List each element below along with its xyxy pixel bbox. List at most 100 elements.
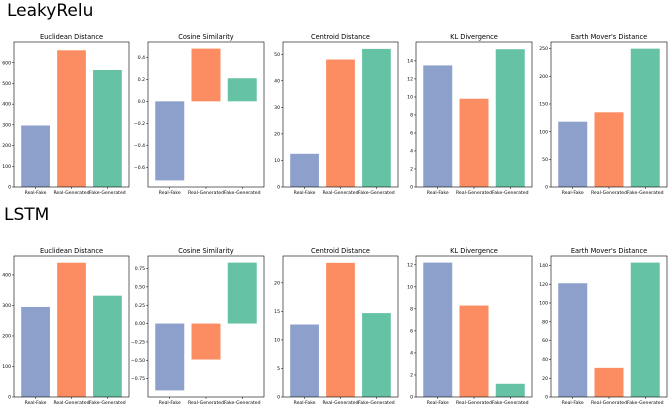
bar-real-fake: [423, 65, 453, 187]
bar-real-fake: [21, 306, 50, 397]
section-title-lstm: LSTM: [4, 205, 49, 225]
chart-title: Earth Mover's Distance: [571, 247, 647, 255]
chart-title: Cosine Similarity: [178, 33, 234, 41]
chart-title: Cosine Similarity: [178, 247, 234, 255]
chart-leakyrelu-centroid-distance: 0 10 20 30 40 50 Real-Fake Real-Generated Fake-G…: [274, 33, 399, 196]
x-tick-label: Fake-Generated: [224, 400, 261, 406]
y-tick-label: −0.75: [131, 376, 145, 382]
y-tick-label: 0: [277, 185, 280, 191]
bar-real-fake: [155, 323, 185, 391]
y-tick-label: 4: [410, 149, 413, 155]
y-tick-label: 0.0: [138, 99, 145, 105]
bar-fake-generated: [362, 48, 391, 188]
y-tick-label: 0: [410, 185, 413, 191]
bar-real-generated: [191, 48, 221, 102]
y-tick-label: −0.25: [131, 340, 145, 346]
bar-real-fake: [290, 324, 319, 397]
bar-real-fake: [155, 101, 185, 181]
x-tick-label: Real-Generated: [53, 400, 89, 406]
chart-lstm-kl-divergence: 0 2 4 6 8 10 12 Real-Fake Real-Generated Fake-Gen…: [407, 247, 533, 406]
chart-leakyrelu-euclidean-distance: 0 100 200 300 400 500 600 Real-Fake Real-Generat…: [2, 33, 130, 196]
x-tick-label: Fake-Generated: [224, 190, 261, 196]
y-tick-label: 5: [277, 366, 280, 372]
x-tick-label: Real-Fake: [25, 190, 47, 196]
x-tick-label: Real-Generated: [322, 190, 358, 196]
bar-fake-generated: [362, 313, 391, 397]
bar-real-fake: [423, 262, 453, 397]
y-tick-label: 20: [274, 131, 280, 137]
y-tick-label: 500: [2, 81, 11, 87]
chart-title: Earth Mover's Distance: [571, 33, 647, 41]
y-tick-label: 300: [2, 122, 11, 128]
chart-title: Centroid Distance: [311, 247, 370, 255]
chart-title: Euclidean Distance: [40, 247, 103, 255]
x-tick-label: Fake-Generated: [358, 400, 395, 406]
x-tick-label: Real-Generated: [188, 400, 224, 406]
bar-real-fake: [21, 125, 50, 187]
bar-real-fake: [558, 283, 588, 397]
bar-fake-generated: [227, 262, 257, 324]
bar-fake-generated: [93, 295, 122, 397]
y-tick-label: 10: [407, 95, 413, 101]
bar-real-generated: [57, 262, 86, 397]
y-tick-label: 2: [410, 373, 413, 379]
chart-lstm-earth-mover-s-distance: 0 20 40 60 80 100 120 140 Real-Fake Real-Generate…: [539, 247, 668, 406]
y-tick-label: 8: [410, 306, 413, 312]
x-tick-label: Real-Generated: [53, 190, 89, 196]
bar-fake-generated: [630, 48, 660, 187]
x-tick-label: Real-Generated: [591, 190, 627, 196]
chart-title: Euclidean Distance: [40, 33, 103, 41]
y-tick-label: 0: [277, 395, 280, 401]
x-tick-label: Real-Fake: [294, 190, 316, 196]
y-tick-label: 10: [274, 158, 280, 164]
bar-real-generated: [594, 367, 624, 397]
y-tick-label: 0: [545, 395, 548, 401]
y-tick-label: 14: [407, 59, 413, 65]
x-tick-label: Fake-Generated: [627, 400, 664, 406]
y-tick-label: 0: [410, 395, 413, 401]
y-tick-label: 50: [542, 157, 548, 163]
y-tick-label: 40: [274, 78, 280, 84]
y-tick-label: 400: [2, 273, 11, 279]
bar-real-generated: [57, 50, 86, 187]
y-tick-label: 20: [542, 376, 548, 382]
y-tick-label: 0.50: [135, 284, 145, 290]
y-tick-label: 140: [539, 263, 548, 269]
y-tick-label: 0: [8, 185, 11, 191]
bar-fake-generated: [495, 49, 525, 188]
x-tick-label: Fake-Generated: [89, 190, 126, 196]
x-tick-label: Real-Fake: [159, 400, 181, 406]
y-tick-label: 6: [410, 329, 413, 335]
x-tick-label: Real-Generated: [322, 400, 358, 406]
chart-leakyrelu-earth-mover-s-distance: 0 50 100 150 200 250 Real-Fake Real-Generated Fa…: [539, 33, 668, 196]
y-tick-label: −0.50: [131, 358, 145, 364]
x-tick-label: Fake-Generated: [358, 190, 395, 196]
y-tick-label: 4: [410, 351, 413, 357]
y-tick-label: −0.2: [134, 121, 145, 127]
bar-fake-generated: [630, 262, 660, 397]
chart-lstm-centroid-distance: 0 5 10 15 20 Real-Fake Real-Generated Fake-Gene…: [274, 247, 399, 406]
y-tick-label: 0: [8, 395, 11, 401]
bar-fake-generated: [495, 383, 525, 397]
y-tick-label: 100: [539, 301, 548, 307]
y-tick-label: 120: [539, 282, 548, 288]
x-tick-label: Real-Generated: [591, 400, 627, 406]
y-tick-label: 150: [539, 102, 548, 108]
chart-leakyrelu-kl-divergence: 0 2 4 6 8 10 12 14 Real-Fake Real-Generated Fake-G…: [407, 33, 533, 196]
y-tick-label: 100: [2, 164, 11, 170]
x-tick-label: Real-Fake: [427, 400, 449, 406]
bar-fake-generated: [227, 78, 257, 102]
x-tick-label: Real-Fake: [427, 190, 449, 196]
x-tick-label: Real-Generated: [456, 400, 492, 406]
y-tick-label: 0.00: [135, 321, 145, 327]
y-tick-label: 20: [274, 280, 280, 286]
y-tick-label: 12: [407, 77, 413, 83]
bar-fake-generated: [93, 69, 122, 187]
y-tick-label: 250: [539, 46, 548, 52]
y-tick-label: 0.4: [138, 55, 145, 61]
y-tick-label: 0.75: [135, 266, 145, 272]
chart-title: KL Divergence: [450, 33, 498, 41]
y-tick-label: 200: [539, 74, 548, 80]
chart-title: KL Divergence: [450, 247, 498, 255]
chart-title: Centroid Distance: [311, 33, 370, 41]
